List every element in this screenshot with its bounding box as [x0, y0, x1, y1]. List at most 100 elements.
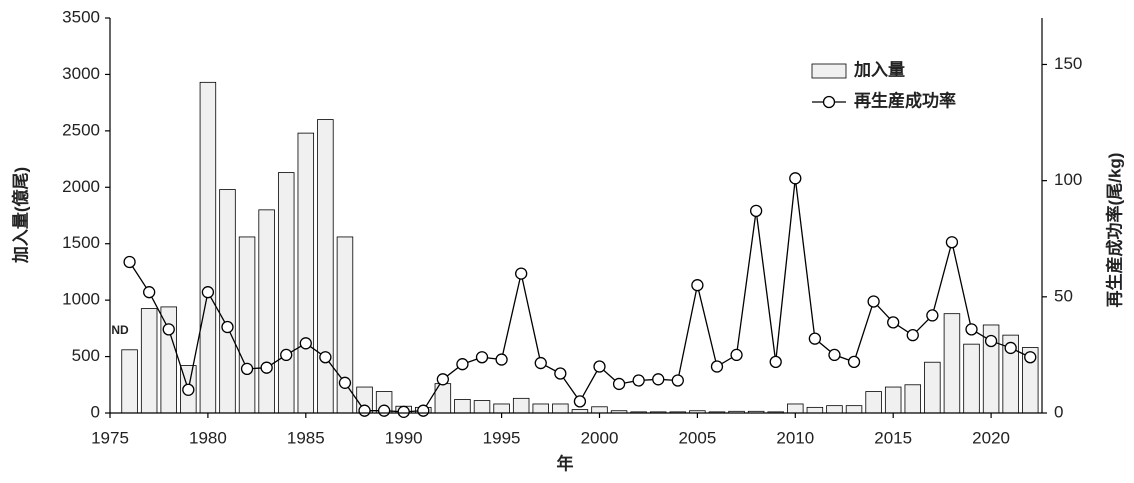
marker	[847, 355, 861, 369]
bar	[826, 405, 843, 414]
bar	[943, 313, 961, 414]
x-tick-label: 1980	[189, 428, 227, 447]
x-tick-label: 2015	[874, 428, 912, 447]
marker	[984, 334, 998, 348]
bar	[845, 405, 863, 414]
marker	[377, 404, 391, 417]
bar	[787, 403, 804, 414]
marker	[319, 351, 332, 364]
bar	[591, 406, 608, 414]
y2-tick-label: 50	[1054, 286, 1073, 305]
marker	[162, 323, 175, 336]
marker	[593, 360, 606, 373]
marker	[808, 332, 822, 345]
marker	[397, 405, 410, 418]
legend-label: 再生産成功率	[854, 90, 956, 110]
marker	[221, 320, 234, 334]
y2-axis-label: 再生産成功率(尾/kg)	[1104, 153, 1124, 308]
marker	[417, 404, 430, 417]
y2-tick-label: 100	[1054, 170, 1082, 189]
bar	[552, 403, 569, 414]
marker	[789, 172, 802, 185]
marker	[358, 404, 371, 417]
marker	[495, 353, 508, 366]
y-tick-label: 500	[72, 346, 100, 365]
x-tick-label: 1985	[287, 428, 325, 447]
y2-tick-label: 0	[1054, 402, 1063, 421]
annotation: ND	[111, 323, 129, 337]
marker	[691, 279, 704, 292]
x-axis-label: 年	[557, 453, 574, 473]
bar	[238, 236, 256, 414]
marker	[887, 316, 900, 329]
marker	[280, 348, 293, 362]
bar	[532, 403, 549, 414]
marker	[1004, 341, 1017, 355]
y-tick-label: 1000	[62, 290, 100, 309]
bar	[258, 209, 275, 414]
y-tick-label: 1500	[62, 233, 100, 252]
x-tick-label: 2005	[678, 428, 716, 447]
bar	[160, 306, 177, 414]
marker	[201, 286, 215, 299]
x-tick-label: 1995	[483, 428, 521, 447]
marker	[240, 362, 254, 376]
marker	[123, 255, 136, 269]
bar	[277, 172, 295, 414]
marker	[612, 377, 626, 391]
bar	[219, 189, 236, 414]
marker	[554, 367, 567, 380]
marker	[573, 395, 587, 408]
y2-tick-label: 150	[1054, 54, 1082, 73]
marker	[299, 337, 312, 350]
marker	[515, 267, 528, 280]
marker	[906, 329, 919, 342]
bar	[297, 132, 315, 414]
bar	[884, 386, 902, 414]
bar	[806, 406, 824, 414]
marker	[456, 358, 469, 371]
marker	[769, 355, 782, 369]
marker	[632, 374, 645, 387]
marker	[652, 373, 665, 386]
bar	[924, 361, 941, 414]
bar	[317, 119, 334, 414]
y-tick-label: 3000	[62, 64, 100, 83]
marker	[730, 348, 743, 362]
y-tick-label: 3500	[62, 7, 100, 26]
marker	[260, 361, 273, 374]
marker	[182, 383, 195, 396]
bar	[963, 343, 980, 414]
marker	[475, 351, 489, 364]
legend-swatch	[811, 63, 847, 79]
marker	[926, 309, 939, 322]
marker	[965, 323, 978, 336]
marker	[749, 204, 763, 218]
legend-swatch	[822, 95, 836, 109]
legend-label: 加入量	[853, 59, 905, 79]
x-tick-label: 1990	[385, 428, 423, 447]
y-tick-label: 2500	[62, 120, 100, 139]
bar	[493, 403, 510, 414]
marker	[338, 376, 352, 389]
bar	[140, 308, 158, 414]
x-tick-label: 2010	[776, 428, 814, 447]
bar	[865, 391, 882, 414]
y-tick-label: 2000	[62, 177, 100, 196]
bar	[512, 397, 530, 414]
marker	[671, 374, 684, 387]
x-tick-label: 2000	[581, 428, 619, 447]
marker	[436, 373, 450, 386]
marker	[828, 348, 841, 362]
y-axis-label: 加入量(億尾)	[10, 167, 30, 264]
bar	[199, 81, 217, 414]
marker	[867, 295, 880, 308]
x-tick-label: 1975	[91, 428, 129, 447]
x-tick-label: 2020	[972, 428, 1010, 447]
bar	[473, 400, 491, 414]
marker	[945, 236, 959, 249]
y-tick-label: 0	[91, 402, 100, 421]
bar	[454, 399, 471, 414]
bar	[904, 384, 922, 414]
